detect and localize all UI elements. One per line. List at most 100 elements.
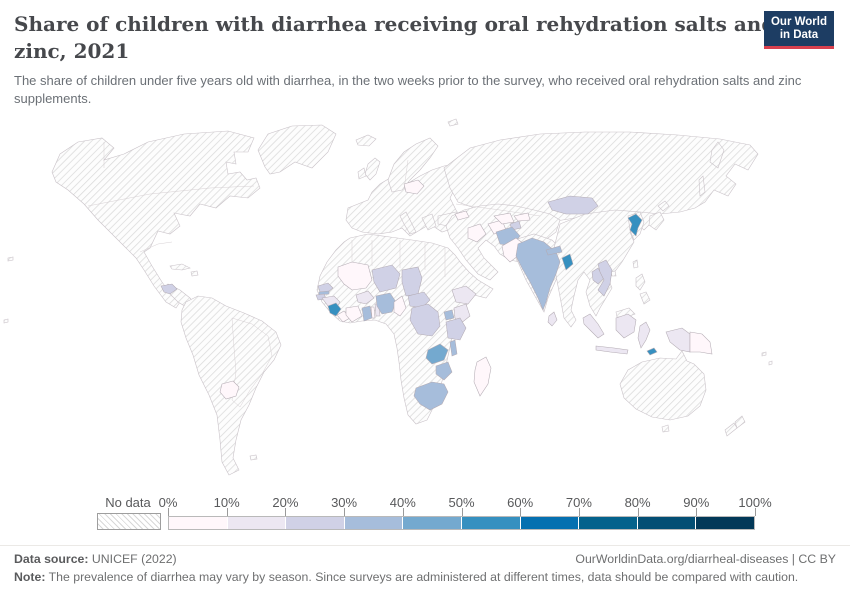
island-japan-honshu xyxy=(648,211,665,231)
country-indonesia-sumatra[interactable] xyxy=(582,313,605,339)
country-indonesia-borneo[interactable] xyxy=(615,313,637,339)
country-ethiopia[interactable] xyxy=(451,285,477,305)
country-paraguay[interactable] xyxy=(219,380,240,400)
country-bangladesh[interactable] xyxy=(561,253,574,271)
country-vietnam[interactable] xyxy=(597,259,613,297)
country-armenia[interactable] xyxy=(454,210,470,221)
country-mali[interactable] xyxy=(337,261,373,291)
legend-color-segment[interactable] xyxy=(344,517,404,529)
legend-tick-mark xyxy=(344,508,346,516)
owid-logo[interactable]: Our World in Data xyxy=(763,11,834,49)
country-india[interactable] xyxy=(515,237,561,311)
legend-tick-mark xyxy=(637,508,639,516)
legend-tick-mark xyxy=(696,508,698,516)
country-cameroon[interactable] xyxy=(393,295,407,317)
legend-color-segment[interactable] xyxy=(169,517,228,529)
note-line: Note: The prevalence of diarrhea may var… xyxy=(14,570,836,584)
country-senegal[interactable] xyxy=(317,282,334,294)
landmass-north-america xyxy=(51,130,261,309)
legend-tick-label: 40% xyxy=(389,495,416,510)
country-togo[interactable] xyxy=(370,306,376,319)
island-falklands xyxy=(249,454,258,461)
legend-tick-mark xyxy=(578,508,580,516)
landmass-kamchatka xyxy=(709,141,725,169)
legend-tick-label: 90% xyxy=(683,495,710,510)
country-tanzania[interactable] xyxy=(445,317,467,341)
country-papua-new-guinea[interactable] xyxy=(689,331,713,355)
country-indonesia-papua[interactable] xyxy=(665,327,691,353)
country-nigeria[interactable] xyxy=(375,292,397,315)
country-sierra-leone[interactable] xyxy=(327,302,342,317)
country-iraq[interactable] xyxy=(467,223,487,243)
world-choropleth-map xyxy=(0,112,850,494)
country-south-africa[interactable] xyxy=(413,381,449,411)
landmass-balkans-greece xyxy=(421,213,437,231)
country-burkina-faso[interactable] xyxy=(355,290,375,305)
country-uganda[interactable] xyxy=(443,309,455,321)
island-hainan xyxy=(610,270,617,277)
data-countries xyxy=(160,179,713,411)
country-uzbekistan[interactable] xyxy=(493,212,515,225)
legend-tick-mark xyxy=(226,508,228,516)
legend-tick-label: 100% xyxy=(738,495,772,510)
legend-tick-label: 50% xyxy=(448,495,475,510)
country-malawi[interactable] xyxy=(449,339,458,357)
legend-tick-label: 10% xyxy=(213,495,240,510)
island-ireland xyxy=(357,167,367,180)
owid-logo-line2: in Data xyxy=(779,29,819,41)
landmass-italy xyxy=(399,211,417,235)
landmass-australia xyxy=(619,350,707,421)
country-belarus[interactable] xyxy=(403,179,425,195)
owid-logo-line1: Our World xyxy=(770,16,827,28)
island-iceland xyxy=(355,134,377,147)
island-tasmania xyxy=(661,424,670,433)
country-central-african-republic[interactable] xyxy=(407,291,431,309)
note-text: The prevalence of diarrhea may vary by s… xyxy=(48,570,799,584)
legend-color-segment[interactable] xyxy=(286,517,345,529)
country-indonesia-sulawesi[interactable] xyxy=(637,321,651,349)
legend-tick-label: 0% xyxy=(158,495,178,510)
legend-color-segment[interactable] xyxy=(579,517,638,529)
landmass-scandinavia xyxy=(387,137,439,193)
footer-link[interactable]: OurWorldinData.org/diarrheal-diseases | … xyxy=(575,552,836,566)
color-scale: 0% 10% 20% 30% 40% 50% 60% 70% 80% 90% 100% xyxy=(159,494,772,534)
data-source-value: UNICEF (2022) xyxy=(91,552,177,566)
legend-tick-mark xyxy=(461,508,463,516)
island-taiwan xyxy=(632,259,639,269)
island-hispaniola xyxy=(190,270,199,277)
country-zambia[interactable] xyxy=(425,343,449,365)
country-laos[interactable] xyxy=(591,267,605,285)
country-ghana[interactable] xyxy=(361,305,373,322)
island-new-zealand-south xyxy=(724,422,738,437)
map-legend: No data 0% 10% 20% 30% 40% 50% 60% 70% 80% 90% 100… xyxy=(0,494,850,534)
footer: Data source: UNICEF (2022) OurWorldinDat… xyxy=(0,545,850,584)
country-dr-congo[interactable] xyxy=(409,303,441,337)
country-niger[interactable] xyxy=(371,264,401,293)
legend-color-segment[interactable] xyxy=(520,517,580,529)
legend-color-segment[interactable] xyxy=(696,517,754,529)
country-cote-divoire[interactable] xyxy=(345,305,363,323)
country-timor-leste[interactable] xyxy=(646,347,658,356)
legend-color-segment[interactable] xyxy=(403,517,462,529)
legend-color-segment[interactable] xyxy=(461,517,521,529)
country-madagascar[interactable] xyxy=(473,356,492,397)
country-gambia[interactable] xyxy=(318,290,330,296)
country-mongolia[interactable] xyxy=(547,195,599,215)
no-data-swatch[interactable] xyxy=(97,513,161,530)
page-subtitle: The share of children under five years o… xyxy=(14,73,802,106)
island-great-britain xyxy=(364,157,381,181)
island-svalbard xyxy=(447,118,459,127)
country-north-korea[interactable] xyxy=(627,213,643,237)
legend-color-segment[interactable] xyxy=(637,517,697,529)
country-sri-lanka[interactable] xyxy=(547,311,558,327)
country-indonesia-java[interactable] xyxy=(595,345,629,355)
country-honduras[interactable] xyxy=(160,283,178,295)
legend-color-segment[interactable] xyxy=(227,517,287,529)
legend-tick-label: 70% xyxy=(565,495,592,510)
data-source-line: Data source: UNICEF (2022) xyxy=(14,552,574,566)
legend-color-bar xyxy=(168,516,755,530)
country-kyrgyzstan[interactable] xyxy=(513,212,531,222)
legend-tick-label: 80% xyxy=(624,495,651,510)
country-zimbabwe[interactable] xyxy=(435,361,453,381)
country-nepal[interactable] xyxy=(545,245,563,256)
